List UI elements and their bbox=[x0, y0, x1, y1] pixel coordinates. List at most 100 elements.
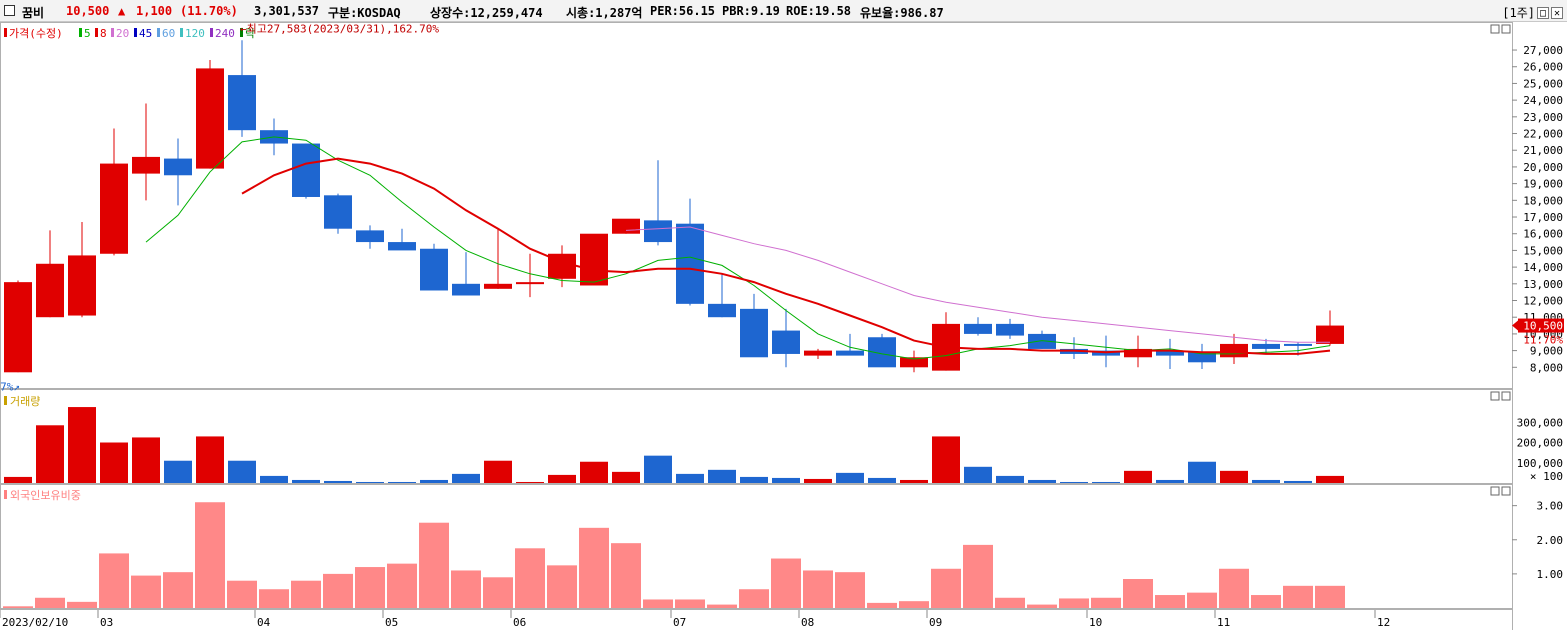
foreign-bar-9 bbox=[291, 580, 321, 608]
foreign-bar-15 bbox=[483, 577, 513, 608]
period-selector[interactable]: [1주] bbox=[1502, 6, 1535, 20]
volume-bar-23 bbox=[740, 476, 768, 483]
volume-unit: × 100 bbox=[1530, 470, 1563, 483]
foreign-legend: 외국인보유비중 bbox=[4, 489, 81, 502]
volume-bar-20 bbox=[644, 455, 672, 483]
x-tick-label-4: 06 bbox=[513, 616, 526, 629]
legend-marker-8 bbox=[240, 28, 243, 37]
foreign-panel-buttons[interactable] bbox=[1490, 486, 1511, 496]
foreign-bar-2 bbox=[67, 601, 97, 608]
foreign-bar-25 bbox=[803, 570, 833, 608]
price-tick-label-17: 25,000 bbox=[1523, 77, 1563, 90]
legend-marker-1 bbox=[79, 28, 82, 37]
candle-body-36 bbox=[1156, 350, 1184, 356]
price-tick-label-11: 19,000 bbox=[1523, 178, 1563, 191]
volume-bar-31 bbox=[996, 475, 1024, 483]
legend-marker-6 bbox=[180, 28, 183, 37]
price-tick-label-16: 24,000 bbox=[1523, 94, 1563, 107]
volume-bar-17 bbox=[548, 474, 576, 483]
ma-line-5 bbox=[145, 136, 1331, 360]
legend-label-7: 240 bbox=[215, 27, 235, 40]
per-value: PER:56.15 bbox=[650, 4, 716, 18]
volume-tick-0: 300,000 bbox=[1517, 416, 1563, 429]
volume-bar-15 bbox=[484, 460, 512, 483]
candle-body-14 bbox=[452, 283, 480, 296]
foreign-bar-13 bbox=[419, 522, 449, 608]
stock-info-bar: 꿈비 10,500 ▲ 1,100 (11.70%) 3,301,537 구분:… bbox=[0, 0, 1567, 22]
candle-body-18 bbox=[580, 233, 608, 286]
volume-bar-22 bbox=[708, 469, 736, 483]
price-tick-label-8: 16,000 bbox=[1523, 228, 1563, 241]
foreign-bar-28 bbox=[899, 601, 929, 608]
candle-body-11 bbox=[356, 230, 384, 243]
foreign-bar-35 bbox=[1123, 579, 1153, 608]
foreign-bar-17 bbox=[547, 565, 577, 608]
moving-average-lines bbox=[145, 136, 1331, 360]
foreign-bar-31 bbox=[995, 597, 1025, 608]
foreign-bar-19 bbox=[611, 543, 641, 608]
volume-bar-39 bbox=[1252, 479, 1280, 483]
candle-body-20 bbox=[644, 220, 672, 243]
price-legend: 가격(수정) 5 8 20 45 60 120 240 락 bbox=[4, 27, 255, 40]
volume-bar-13 bbox=[420, 479, 448, 483]
volume-bar-32 bbox=[1028, 479, 1056, 483]
current-price: 10,500 bbox=[66, 4, 110, 18]
x-tick-label-3: 05 bbox=[385, 616, 398, 629]
candle-body-30 bbox=[964, 323, 992, 334]
price-tick-label-6: 14,000 bbox=[1523, 261, 1563, 274]
foreign-bar-0 bbox=[3, 606, 33, 608]
volume-bars bbox=[4, 407, 1344, 483]
price-tick-label-14: 22,000 bbox=[1523, 128, 1563, 141]
volume-bar-27 bbox=[868, 477, 896, 483]
x-tick-label-8: 10 bbox=[1089, 616, 1102, 629]
pbr-value: PBR:9.19 bbox=[722, 4, 780, 18]
legend-marker-0 bbox=[4, 28, 7, 37]
foreign-bar-1 bbox=[35, 597, 65, 608]
volume-bar-25 bbox=[804, 478, 832, 483]
volume-bar-41 bbox=[1316, 475, 1344, 483]
foreign-bar-14 bbox=[451, 570, 481, 608]
volume-bar-5 bbox=[164, 460, 192, 483]
reserve-ratio: 유보율:986.87 bbox=[860, 6, 944, 20]
price-panel-buttons[interactable] bbox=[1490, 24, 1511, 34]
candle-body-23 bbox=[740, 308, 768, 358]
volume-bar-6 bbox=[196, 436, 224, 483]
candle-body-25 bbox=[804, 350, 832, 356]
candle-body-35 bbox=[1124, 348, 1152, 358]
volume-panel-buttons[interactable] bbox=[1490, 391, 1511, 401]
volume-title: 거래량 bbox=[10, 395, 40, 408]
candle-body-1 bbox=[36, 263, 64, 318]
maximize-icon[interactable]: □ bbox=[1537, 6, 1549, 19]
foreign-ratio-bars bbox=[3, 502, 1345, 608]
x-tick-label-7: 09 bbox=[929, 616, 942, 629]
price-tick-label-0: 8,000 bbox=[1530, 361, 1563, 374]
candle-body-0 bbox=[4, 282, 32, 373]
volume-bar-12 bbox=[388, 481, 416, 483]
foreign-bar-39 bbox=[1251, 595, 1281, 608]
current-price-tag-bg bbox=[1518, 318, 1564, 333]
axes: 8,0009,00010,00011,00012,00013,00014,000… bbox=[0, 44, 1563, 629]
x-tick-label-0: 2023/02/10 bbox=[2, 616, 68, 629]
high-annotation: ←최고27,583(2023/03/31),162.70% bbox=[240, 22, 439, 35]
legend-marker-2 bbox=[95, 28, 98, 37]
foreign-bar-10 bbox=[323, 573, 353, 608]
foreign-tick-1: 2.00 bbox=[1537, 534, 1564, 547]
foreign-bar-41 bbox=[1315, 585, 1345, 608]
volume-bar-7 bbox=[228, 460, 256, 483]
x-tick-label-2: 04 bbox=[257, 616, 271, 629]
close-icon[interactable]: ✕ bbox=[1551, 6, 1563, 19]
volume-bar-19 bbox=[612, 471, 640, 483]
foreign-bar-40 bbox=[1283, 585, 1313, 608]
candle-body-39 bbox=[1252, 343, 1280, 349]
x-tick-label-6: 08 bbox=[801, 616, 814, 629]
trade-volume: 3,301,537 bbox=[254, 4, 320, 18]
market-cap: 시총:1,287억 bbox=[566, 6, 643, 20]
candle-body-19 bbox=[612, 218, 640, 234]
volume-panel-frame bbox=[0, 389, 1513, 484]
stock-chart: 가격(수정) 5 8 20 45 60 120 240 락 거래량 외국인보유비중 8,000 9… bbox=[0, 22, 1564, 630]
price-tick-label-18: 26,000 bbox=[1523, 61, 1563, 74]
select-checkbox[interactable] bbox=[4, 5, 15, 16]
foreign-bar-32 bbox=[1027, 604, 1057, 608]
legend-label-3: 20 bbox=[116, 27, 129, 40]
